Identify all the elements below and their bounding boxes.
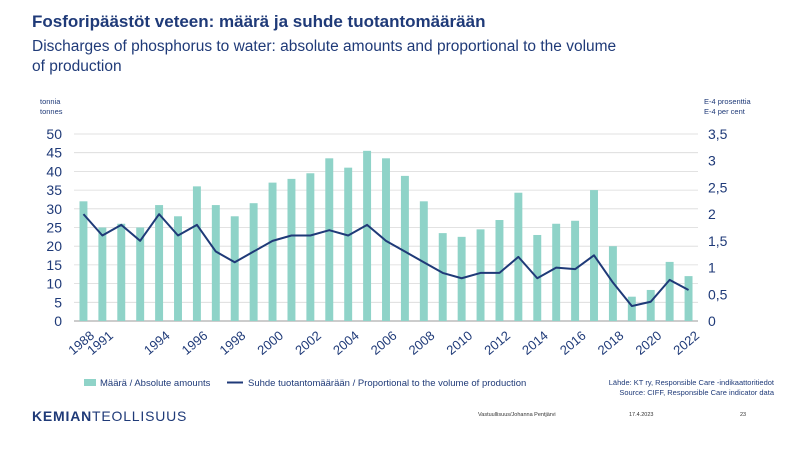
x-tick-label: 2010 xyxy=(443,328,475,358)
right-tick-label: 3 xyxy=(708,153,716,169)
bar-2019 xyxy=(627,296,636,321)
bar-1994 xyxy=(155,205,164,321)
x-tick-label: 2014 xyxy=(519,328,551,358)
bar-1996 xyxy=(192,186,201,321)
left-axis-unit: tonnia xyxy=(40,97,61,106)
bar-2012 xyxy=(495,220,504,321)
legend-bar-swatch xyxy=(84,379,96,386)
bar-1999 xyxy=(249,203,258,321)
x-tick-label: 1998 xyxy=(217,328,249,358)
bar-1988 xyxy=(79,201,88,321)
legend-bar-label: Määrä / Absolute amounts xyxy=(100,378,211,389)
bar-2005 xyxy=(363,150,372,321)
x-tick-label: 2012 xyxy=(481,328,513,358)
ratio-line xyxy=(82,213,690,308)
left-tick-label: 35 xyxy=(46,182,62,198)
chart-title-en: Discharges of phosphorus to water: absol… xyxy=(32,38,617,75)
bar-2000 xyxy=(268,182,277,321)
right-tick-label: 1 xyxy=(708,260,716,276)
source-note: Lähde: KT ry, Responsible Care -indikaat… xyxy=(609,378,774,398)
bar-1992 xyxy=(117,223,126,321)
left-tick-label: 25 xyxy=(46,220,62,236)
bar-2015 xyxy=(552,223,561,321)
left-tick-label: 50 xyxy=(46,126,62,142)
logo-regular-part: TEOLLISUUS xyxy=(92,408,188,424)
left-axis-unit: tonnes xyxy=(40,107,63,116)
bar-2007 xyxy=(400,175,409,321)
right-tick-label: 0 xyxy=(708,313,716,329)
x-tick-label: 1994 xyxy=(141,328,173,358)
left-tick-label: 30 xyxy=(46,201,62,217)
chart-title-fi: Fosforipäästöt veteen: määrä ja suhde tu… xyxy=(32,12,486,31)
x-tick-label: 2018 xyxy=(595,328,627,358)
bar-2003 xyxy=(325,158,334,321)
bar-1998 xyxy=(230,216,239,321)
x-tick-label: 2020 xyxy=(633,328,665,358)
right-tick-label: 0,5 xyxy=(708,286,728,302)
kemianteollisuus-logo: KEMIANTEOLLISUUS xyxy=(32,408,187,424)
x-tick-label: 2016 xyxy=(557,328,589,358)
bars xyxy=(79,150,693,321)
bar-2016 xyxy=(571,220,580,321)
right-axis-unit: E-4 per cent xyxy=(704,107,746,116)
bar-2002 xyxy=(306,173,315,321)
x-tick-label: 1996 xyxy=(179,328,211,358)
x-tick-label: 2004 xyxy=(330,328,362,358)
footer-date: 17.4.2023 xyxy=(629,412,654,418)
bar-2011 xyxy=(476,229,485,321)
bar-2001 xyxy=(287,178,296,321)
x-tick-label: 2006 xyxy=(368,328,400,358)
legend-line-label: Suhde tuotantomäärään / Proportional to … xyxy=(248,378,526,389)
bar-2004 xyxy=(344,167,353,321)
x-tick-label: 2022 xyxy=(670,328,702,358)
left-tick-label: 40 xyxy=(46,163,62,179)
right-axis-unit: E-4 prosenttia xyxy=(704,97,752,106)
x-tick-label: 2002 xyxy=(292,328,324,358)
left-tick-label: 45 xyxy=(46,145,62,161)
right-tick-label: 1,5 xyxy=(708,233,728,249)
legend: Määrä / Absolute amounts Suhde tuotantomä… xyxy=(84,378,526,389)
footer-page-number: 23 xyxy=(740,412,747,418)
right-tick-label: 2 xyxy=(708,206,716,222)
right-tick-label: 2,5 xyxy=(708,179,728,195)
bar-2020 xyxy=(646,289,655,321)
ratio-line-path xyxy=(82,213,690,308)
x-tick-label: 2000 xyxy=(254,328,286,358)
source-line-en: Source: CIFF, Responsible Care indicator… xyxy=(619,388,774,397)
footer-author: Vastuullisuus/Johanna Pentjärvi xyxy=(478,412,556,418)
left-tick-label: 10 xyxy=(46,276,62,292)
source-line-fi: Lähde: KT ry, Responsible Care -indikaat… xyxy=(608,378,774,387)
right-tick-label: 3,5 xyxy=(708,126,728,142)
x-tick-label: 2008 xyxy=(406,328,438,358)
bar-2021 xyxy=(665,261,674,321)
left-tick-label: 5 xyxy=(54,294,62,310)
left-tick-label: 20 xyxy=(46,238,62,254)
bar-2022 xyxy=(684,276,693,321)
bar-1993 xyxy=(136,227,145,321)
left-tick-label: 15 xyxy=(46,257,62,273)
bar-1991 xyxy=(98,227,107,321)
bar-2009 xyxy=(438,233,447,321)
logo-bold-part: KEMIAN xyxy=(32,408,93,424)
left-tick-label: 0 xyxy=(54,313,62,329)
bar-1995 xyxy=(174,216,182,321)
bar-1997 xyxy=(211,205,220,321)
